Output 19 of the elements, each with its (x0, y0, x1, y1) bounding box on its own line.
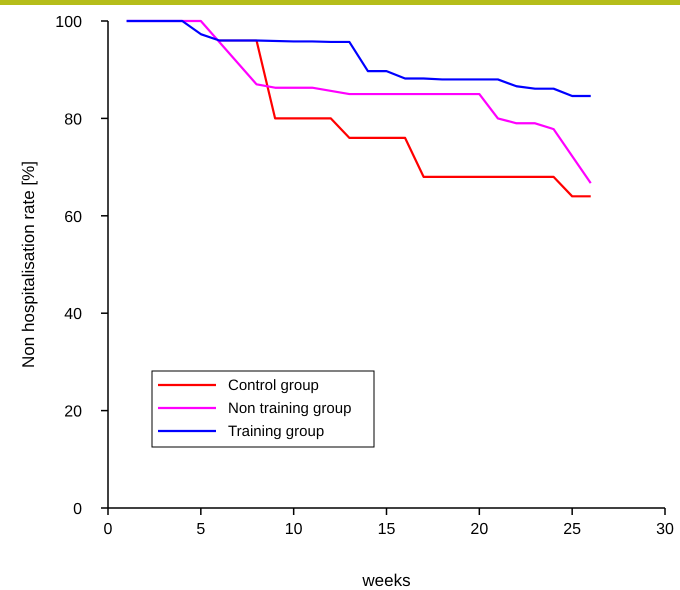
y-tick-label: 20 (64, 404, 82, 421)
legend-label: Non training group (228, 400, 352, 417)
x-tick-label: 30 (656, 521, 674, 538)
y-axis-title: Non hospitalisation rate [%] (19, 161, 38, 368)
x-tick-label: 25 (563, 521, 582, 538)
y-tick-label: 80 (64, 111, 82, 128)
x-tick-label: 5 (196, 521, 206, 538)
line-series (125, 20, 592, 98)
y-tick-label: 60 (64, 208, 82, 226)
x-tick-label: 10 (284, 521, 303, 538)
legend-label: Control group (228, 377, 319, 394)
legend-label: Training group (228, 423, 324, 440)
x-tick-label: 15 (378, 521, 396, 538)
y-tick-label: 100 (55, 14, 82, 31)
y-tick-label: 0 (73, 501, 82, 518)
x-axis-title: weeks (361, 571, 411, 590)
x-tick-label: 0 (104, 521, 113, 538)
y-tick-label: 40 (64, 306, 82, 324)
x-tick-label: 20 (470, 521, 488, 538)
